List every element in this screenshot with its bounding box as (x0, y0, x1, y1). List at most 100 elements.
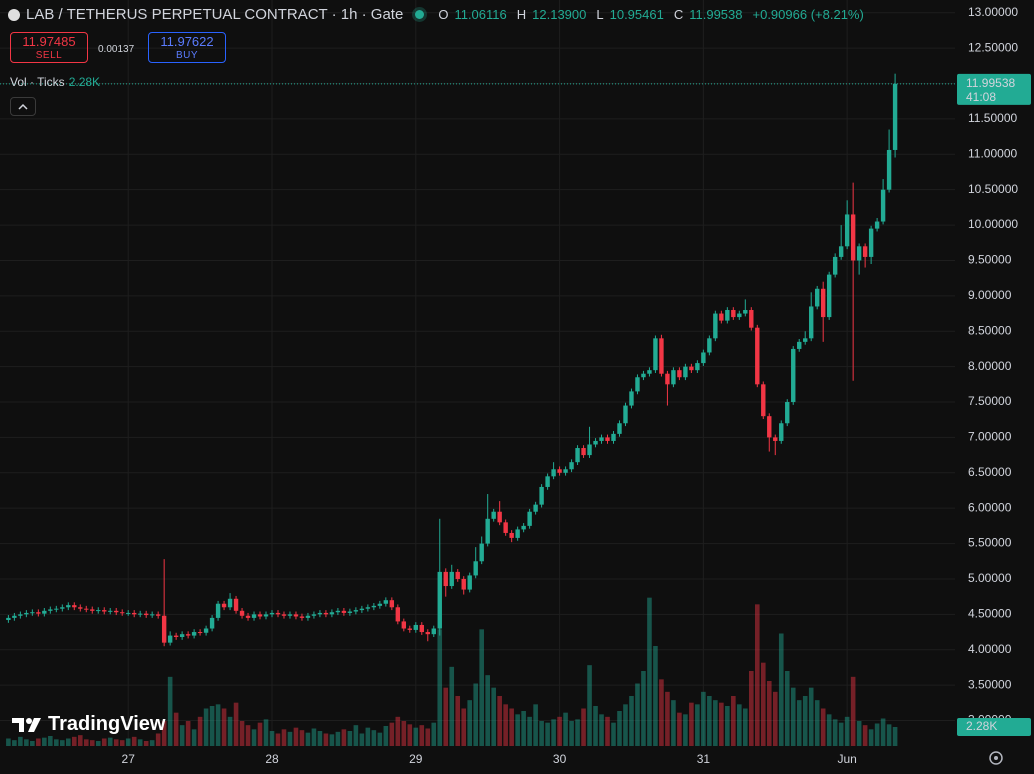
candle-body (449, 571, 454, 587)
volume-bar (437, 629, 443, 746)
candle-body (407, 628, 412, 630)
volume-bar (569, 721, 574, 746)
candle-body (593, 440, 598, 445)
volume-bar (653, 646, 658, 746)
candle-body (461, 578, 466, 590)
candle-body (563, 469, 568, 473)
candle-body (323, 612, 329, 615)
candle-body (862, 246, 868, 257)
buy-button[interactable]: 11.97622 BUY (148, 32, 226, 63)
candle-body (569, 462, 574, 470)
candle-body (826, 274, 832, 318)
volume-bar (778, 633, 784, 746)
candle-body (281, 614, 287, 616)
volume-bar (683, 714, 688, 746)
candle-body (293, 614, 299, 617)
candle-body (108, 610, 113, 612)
volume-bar (515, 714, 520, 746)
volume-bar (149, 740, 155, 746)
volume-bar (347, 731, 353, 746)
candle-body (185, 634, 191, 636)
candle-body (653, 338, 658, 371)
y-tick-label: 6.50000 (968, 465, 1012, 479)
candle-body (60, 607, 65, 609)
candle-body (317, 612, 323, 615)
logo-part (12, 717, 24, 732)
volume-bar (113, 739, 119, 746)
volume-bar (42, 737, 47, 746)
volume-bar (659, 679, 664, 746)
settings-icon[interactable] (989, 751, 1003, 765)
volume-bar (832, 719, 838, 746)
candle-body (443, 571, 448, 587)
sell-button[interactable]: 11.97485 SELL (10, 32, 88, 63)
chevron (18, 103, 28, 110)
candle-body (701, 352, 706, 364)
candle-body (623, 405, 628, 424)
volume-bar (185, 721, 191, 746)
collapse-button[interactable] (10, 97, 36, 116)
candle-body (599, 437, 604, 441)
candle-body (437, 571, 442, 629)
candle-body (329, 612, 335, 615)
volume-bar (461, 708, 467, 746)
candle-body (413, 624, 418, 630)
volume-bar (850, 676, 856, 746)
candle-body (6, 617, 11, 621)
volume-bar (707, 696, 712, 746)
candle-body (515, 529, 520, 538)
brand-name: TradingView (48, 713, 166, 735)
volume-bar (95, 741, 101, 746)
candle-body (173, 635, 179, 638)
ohlc-key: H (516, 7, 527, 22)
volume-bar (725, 706, 730, 746)
volume-bar (329, 734, 335, 746)
volume-bar (275, 733, 281, 746)
volume-bar (641, 671, 646, 746)
volume-bar (802, 696, 808, 746)
volume-bar (77, 735, 83, 746)
x-tick-label: 27 (122, 752, 136, 766)
ohlc-value: 11.06116 (454, 7, 507, 22)
candle-body (731, 310, 736, 318)
candle-body (239, 610, 245, 616)
volume-bar (71, 736, 77, 746)
candle-body (521, 525, 526, 530)
volume-bar (838, 722, 844, 746)
x-tick-label: 30 (553, 752, 567, 766)
volume-bar (215, 704, 221, 746)
volume-bar (617, 711, 622, 746)
candle-body (359, 608, 365, 611)
volume-bar (48, 736, 53, 746)
symbol[interactable]: LAB / TETHERUS PERPETUAL CONTRACT · 1h ·… (26, 6, 404, 23)
volume-bar (611, 722, 616, 746)
volume-bar (509, 708, 514, 746)
candle-body (647, 370, 652, 374)
candle-body (257, 614, 263, 617)
candle-body (665, 373, 670, 385)
y-tick-label: 10.00000 (968, 217, 1018, 231)
volume-bar (713, 700, 718, 746)
volume-bar (629, 696, 634, 746)
candle-body (880, 189, 886, 222)
candle-body (137, 613, 143, 615)
candle-body (533, 504, 538, 512)
candle-body (72, 605, 77, 608)
candle-body (24, 612, 29, 615)
ohlc-value: 12.13900 (532, 7, 587, 22)
candle-body (892, 83, 898, 150)
candle-body (832, 256, 838, 275)
volume-bar (227, 716, 233, 746)
volume-bar (155, 733, 161, 746)
y-tick-label: 9.00000 (968, 288, 1012, 302)
candle-body (503, 522, 508, 533)
volume-bar (36, 738, 41, 746)
candle-body (743, 310, 748, 314)
volume-bar (6, 738, 11, 746)
volume-bar (671, 700, 676, 746)
volume-bar (89, 740, 95, 746)
candle-body (509, 532, 514, 538)
candle-body (287, 614, 293, 616)
